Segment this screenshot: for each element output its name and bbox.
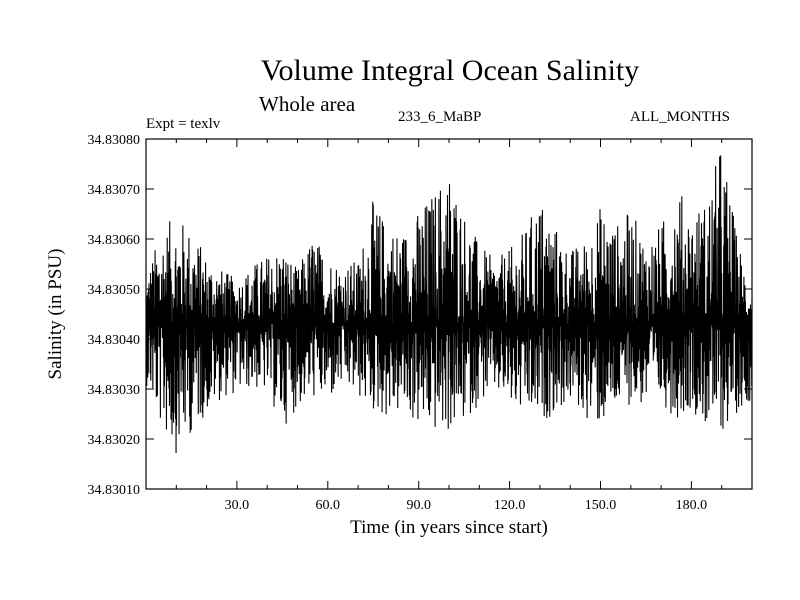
x-tick-label: 150.0 (585, 498, 617, 513)
x-tick-label: 60.0 (316, 498, 341, 513)
ticks-layer: 30.0 60.0 90.0 120.0 150.0 180.0 34.83010 34.83… (88, 133, 752, 513)
y-axis-label: Salinity (in PSU) (45, 249, 66, 380)
y-tick-label: 34.83070 (88, 183, 141, 198)
y-tick-label: 34.83040 (88, 333, 141, 348)
x-tick-label: 30.0 (225, 498, 250, 513)
x-axis-label: Time (in years since start) (350, 517, 548, 538)
run-label: 233_6_MaBP (398, 109, 482, 125)
experiment-label: Expt = texlv (146, 116, 221, 132)
x-tick-label: 120.0 (494, 498, 526, 513)
y-tick-label: 34.83020 (88, 433, 141, 448)
y-tick-label: 34.83010 (88, 483, 141, 498)
y-tick-label: 34.83080 (88, 133, 141, 148)
y-tick-label: 34.83030 (88, 383, 141, 398)
x-tick-label: 180.0 (676, 498, 708, 513)
salinity-series-line (145, 155, 753, 454)
y-tick-label: 34.83050 (88, 283, 141, 298)
x-tick-label: 90.0 (406, 498, 431, 513)
chart-title: Volume Integral Ocean Salinity (260, 54, 640, 87)
series-layer (145, 155, 753, 454)
period-label: ALL_MONTHS (630, 109, 730, 125)
y-tick-label: 34.83060 (88, 233, 141, 248)
chart-subtitle: Whole area (259, 92, 356, 116)
